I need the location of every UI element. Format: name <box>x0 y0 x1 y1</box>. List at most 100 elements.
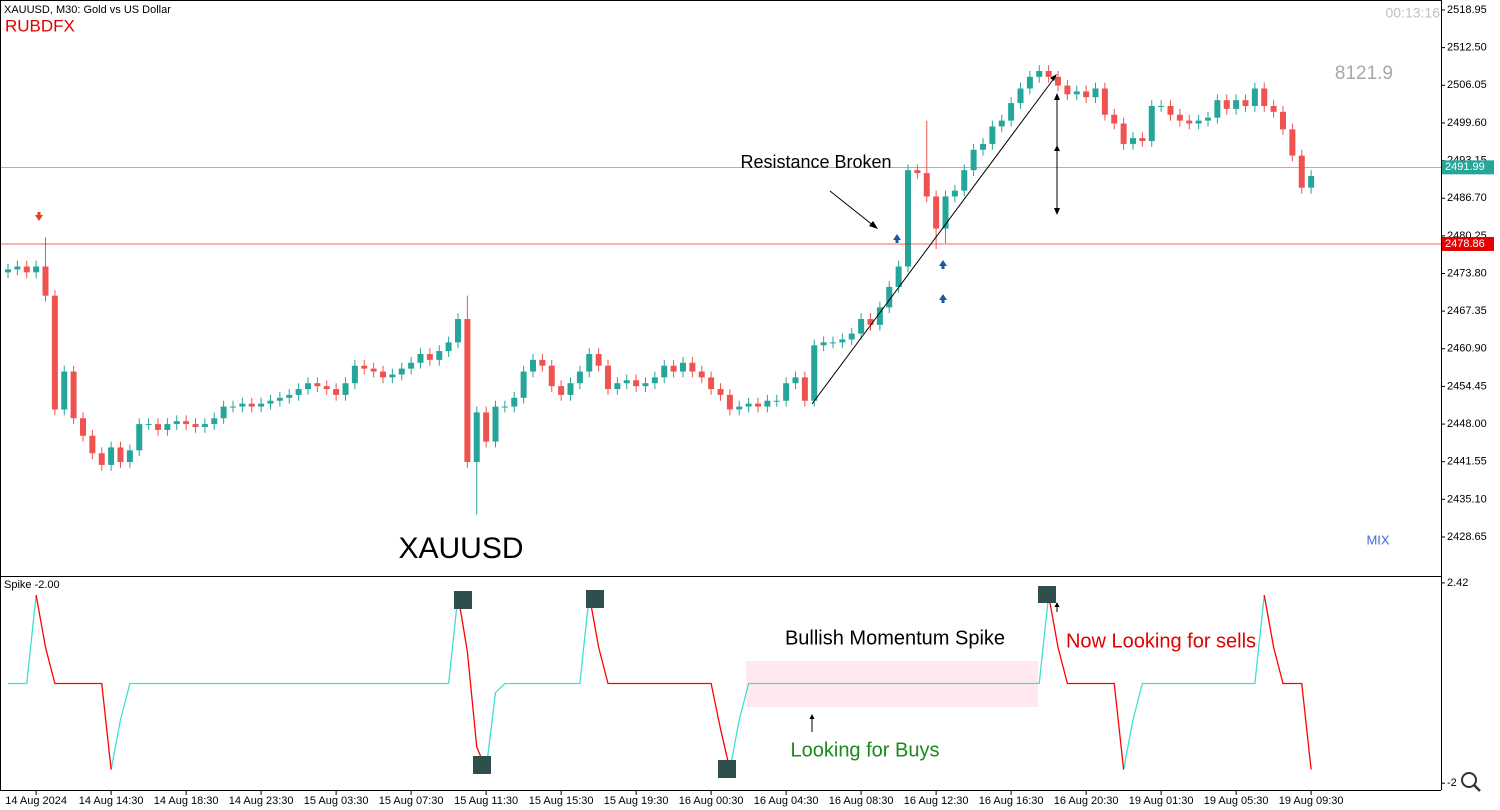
candle-body <box>670 365 677 372</box>
candle-body <box>905 170 911 267</box>
x-tick-label: 14 Aug 14:30 <box>79 795 144 807</box>
candle-body <box>576 371 583 384</box>
candle-body <box>98 453 105 465</box>
candle-body <box>417 354 424 363</box>
spike-box <box>1038 586 1056 603</box>
candle-body <box>239 403 246 407</box>
x-tick-label: 14 Aug 18:30 <box>154 795 219 807</box>
candle-body <box>914 170 921 174</box>
price-label: 2478.86 <box>1445 238 1485 250</box>
arrow-head <box>1054 602 1060 607</box>
trend-line <box>811 76 1056 405</box>
annotation-arrow <box>829 190 875 227</box>
x-tick-label: 15 Aug 11:30 <box>454 795 518 807</box>
candle-body <box>1055 76 1061 86</box>
y-tick-label: 2.42 <box>1447 577 1468 589</box>
candle-body <box>267 400 274 404</box>
candle-body <box>1261 88 1268 107</box>
candle-body <box>1120 123 1127 144</box>
candle-body <box>614 383 621 390</box>
broker-label: RUBDFX <box>5 16 75 35</box>
candle-body <box>183 421 190 425</box>
candle-body <box>745 403 752 407</box>
candle-body <box>436 351 443 360</box>
candle-body <box>192 424 199 427</box>
candle-body <box>1073 91 1080 95</box>
y-tick-label: 2512.50 <box>1447 42 1487 54</box>
x-tick-label: 15 Aug 15:30 <box>529 795 594 807</box>
x-tick-label: 15 Aug 03:30 <box>304 795 369 807</box>
candle-body <box>1036 70 1043 77</box>
candle-body <box>408 362 415 369</box>
annotation: Looking for Buys <box>791 739 940 761</box>
arrow-head <box>809 714 815 719</box>
candle-body <box>755 403 761 407</box>
candle-body <box>886 286 893 308</box>
candle-body <box>117 447 124 463</box>
x-tick-label: 15 Aug 19:30 <box>604 795 669 807</box>
candle-body <box>708 377 715 390</box>
info-value: 8121.9 <box>1335 63 1393 84</box>
candle-body <box>867 319 874 325</box>
candle-body <box>586 354 593 372</box>
candle-body <box>567 383 574 395</box>
candle-body <box>1111 114 1118 124</box>
candle-body <box>942 196 949 229</box>
candle-body <box>998 120 1005 127</box>
candle-body <box>726 394 733 410</box>
y-tick-label: 2518.95 <box>1447 4 1487 16</box>
candle-body <box>689 362 696 372</box>
arrow-head <box>1050 74 1057 81</box>
candle-body <box>295 389 302 395</box>
candle-body <box>42 266 49 296</box>
candle-body <box>145 424 152 426</box>
y-tick-label: 2499.60 <box>1447 117 1487 129</box>
candle-body <box>989 126 996 144</box>
candle-body <box>276 397 283 401</box>
candle-body <box>33 266 40 273</box>
candle-body <box>1130 138 1136 144</box>
candle-body <box>539 359 546 366</box>
y-tick-label: 2428.65 <box>1447 531 1487 543</box>
candle-body <box>1064 85 1071 95</box>
zoom-button[interactable] <box>1461 772 1477 788</box>
spike-box <box>586 590 604 608</box>
candle-body <box>1017 88 1024 104</box>
y-tick-label: 2486.70 <box>1447 192 1487 204</box>
candle-body <box>1176 114 1183 121</box>
candle-body <box>558 386 565 395</box>
candle-body <box>820 342 827 346</box>
y-tick-label: 2460.90 <box>1447 343 1487 355</box>
candle-body <box>1101 88 1108 115</box>
candle-body <box>173 421 180 425</box>
candle-body <box>951 190 958 197</box>
candle-body <box>848 333 855 340</box>
candle-body <box>1280 111 1286 130</box>
candle-body <box>80 418 86 436</box>
candle-body <box>89 435 96 454</box>
candle-body <box>14 266 21 270</box>
candle-body <box>520 371 527 398</box>
candle-body <box>370 368 377 372</box>
candle-body <box>333 389 340 395</box>
candle-body <box>1205 117 1211 121</box>
candle-body <box>633 380 640 387</box>
candle-body <box>426 354 433 360</box>
candle-body <box>155 424 161 430</box>
candle-body <box>1214 100 1221 118</box>
buy-signal <box>893 234 901 243</box>
candle-body <box>248 403 255 407</box>
candle-body <box>801 377 808 401</box>
x-tick-label: 16 Aug 12:30 <box>904 795 969 807</box>
candle-body <box>530 359 536 372</box>
x-tick-label: 19 Aug 01:30 <box>1129 795 1194 807</box>
candle-body <box>258 403 265 407</box>
candle-body <box>811 345 818 401</box>
y-tick-label: 2435.10 <box>1447 493 1487 505</box>
zoom-button[interactable] <box>1473 784 1481 792</box>
annotation: Now Looking for sells <box>1066 630 1256 652</box>
spike-box <box>454 591 472 609</box>
candle-body <box>923 173 930 197</box>
y-tick-label: 2473.80 <box>1447 267 1487 279</box>
candle-body <box>70 371 77 419</box>
